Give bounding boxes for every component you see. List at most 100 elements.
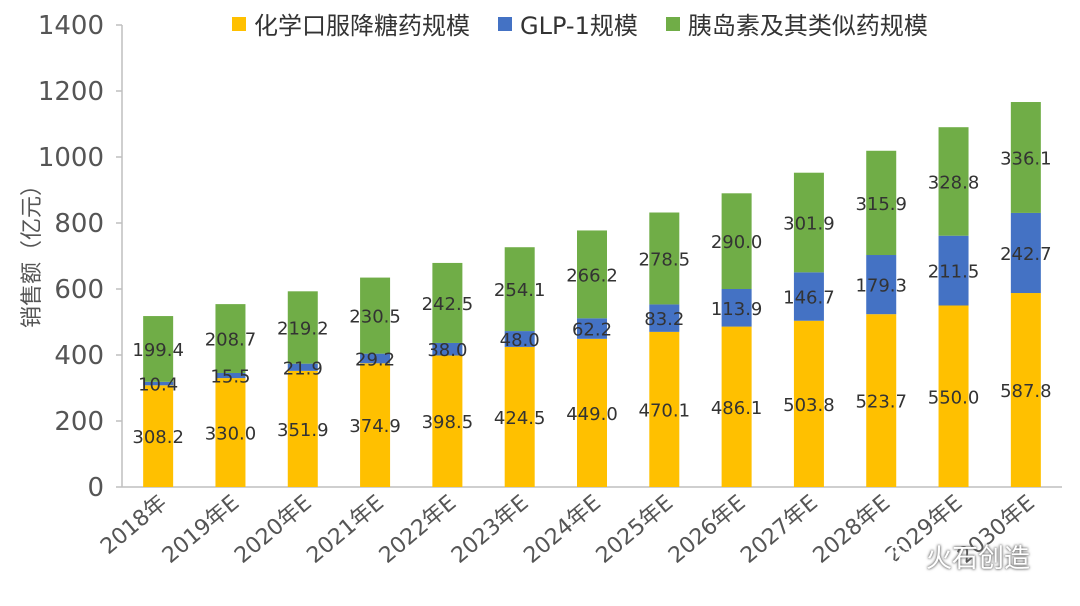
legend-label-glp1: GLP-1规模 [520, 12, 638, 40]
data-label: 587.8 [1000, 381, 1052, 402]
y-tick-label: 1000 [38, 143, 104, 173]
bar-segment [287, 363, 318, 371]
bar-segment [793, 320, 824, 487]
bar-segment [143, 385, 174, 487]
legend-swatch-insulin [665, 16, 680, 31]
data-label: 146.7 [783, 288, 835, 309]
data-label: 211.5 [928, 262, 980, 283]
data-label: 336.1 [1000, 148, 1052, 169]
y-tick-label: 1200 [38, 77, 104, 107]
data-label: 374.9 [349, 416, 401, 437]
bar-segment [287, 370, 318, 487]
bar-segment [432, 355, 463, 487]
bar-segment [360, 363, 391, 487]
data-label: 113.9 [711, 299, 763, 320]
y-tick-label: 0 [87, 473, 104, 503]
data-label: 254.1 [494, 280, 546, 301]
y-tick-label: 400 [54, 341, 104, 371]
data-label: 449.0 [566, 404, 618, 425]
bar-segment [577, 230, 607, 319]
bar-segment [143, 316, 174, 382]
data-label: 208.7 [205, 330, 257, 351]
legend-item-glp1: GLP-1规模 [498, 6, 638, 41]
bar-segment [215, 378, 246, 487]
x-tick-label: 2027年E [736, 490, 822, 568]
y-tick-label: 600 [54, 275, 104, 305]
bar-segment [721, 326, 752, 487]
y-tick-label: 200 [54, 407, 104, 437]
bar-segment [504, 346, 535, 487]
bar-segment [432, 342, 463, 356]
legend: 化学口服降糖药规模 GLP-1规模 胰岛素及其类似药规模 [232, 6, 928, 41]
x-tick-label: 2022年E [375, 490, 461, 568]
legend-swatch-oral [232, 16, 246, 31]
bar-segment [143, 381, 174, 386]
bar-segment [721, 193, 752, 289]
legend-swatch-glp1 [498, 16, 512, 31]
data-label: 351.9 [277, 420, 329, 441]
x-tick-label: 2024年E [519, 490, 605, 568]
bar-segment [649, 331, 680, 487]
bar-segment [649, 304, 680, 332]
data-label: 550.0 [928, 387, 980, 408]
data-label: 83.2 [644, 309, 684, 330]
data-label: 38.0 [427, 340, 467, 361]
data-label: 470.1 [639, 400, 691, 421]
legend-label-insulin: 胰岛素及其类似药规模 [687, 12, 928, 40]
x-tick-label: 2020年E [230, 490, 316, 568]
bar-segment [577, 338, 607, 487]
data-label: 398.5 [422, 412, 474, 433]
bar-segment [215, 304, 246, 373]
bar-segment [287, 291, 318, 364]
x-tick-label: 2026年E [664, 490, 750, 568]
bar-segment [866, 314, 897, 487]
x-tick-label: 2025年E [592, 490, 678, 568]
data-label: 48.0 [500, 330, 540, 351]
legend-item-insulin: 胰岛素及其类似药规模 [665, 6, 928, 41]
data-label: 219.2 [277, 318, 329, 339]
x-tick-label: 2023年E [447, 490, 533, 568]
y-axis-label: 销售额（亿元） [20, 174, 45, 329]
y-tick-label: 1400 [38, 11, 104, 41]
data-label: 10.4 [138, 375, 178, 396]
data-label: 301.9 [783, 214, 835, 235]
data-label: 503.8 [783, 395, 835, 416]
bar-segment [866, 150, 897, 256]
bar-segment [721, 289, 752, 327]
bar-segment [432, 262, 463, 343]
data-label: 328.8 [928, 172, 980, 193]
data-label: 21.9 [283, 358, 323, 379]
data-label: 278.5 [639, 249, 691, 270]
data-label: 29.2 [355, 349, 395, 370]
data-label: 330.0 [205, 424, 257, 445]
bar-segment [504, 247, 535, 332]
bar-segment [938, 305, 969, 487]
bar-segment [1010, 293, 1041, 487]
data-label: 290.0 [711, 232, 763, 253]
bar-segment [1010, 212, 1041, 294]
watermark-text: 火石创造 [926, 544, 1031, 574]
data-label: 242.7 [1000, 244, 1052, 265]
bar-segment [504, 331, 535, 347]
bar-segment [360, 353, 391, 364]
bar-segment [215, 372, 246, 379]
legend-label-oral: 化学口服降糖药规模 [254, 12, 470, 40]
data-label: 179.3 [855, 276, 907, 297]
data-label: 15.5 [210, 367, 250, 388]
x-tick-label: 2028年E [809, 490, 895, 568]
y-tick-label: 800 [54, 209, 104, 239]
data-label: 523.7 [855, 392, 907, 413]
bar-segment [866, 255, 897, 315]
bar-segment [793, 172, 824, 273]
bar-segment [793, 272, 824, 321]
bar-segment [649, 212, 680, 305]
data-label: 242.5 [422, 294, 474, 315]
bar-segment [577, 318, 607, 339]
bar-segment [1010, 102, 1041, 213]
data-label: 230.5 [349, 307, 401, 328]
data-label: 486.1 [711, 398, 763, 419]
bar-segment [938, 235, 969, 306]
data-label: 199.4 [132, 340, 184, 361]
